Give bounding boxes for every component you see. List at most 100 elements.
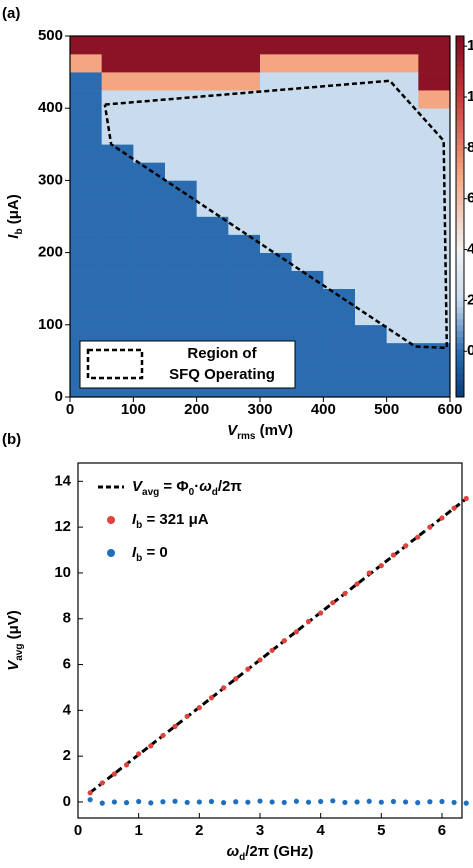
heatmap-cell: [165, 234, 197, 253]
heatmap-cell: [133, 54, 166, 73]
heatmap-cell: [133, 126, 166, 145]
heatmap-cell: [386, 72, 419, 91]
x-tick-label: 300: [247, 401, 272, 418]
heatmap-cell: [386, 144, 419, 163]
x-tick-label: 3: [256, 822, 264, 839]
heatmap-cell: [260, 144, 292, 163]
heatmap-cell: [355, 90, 387, 109]
text-part: I: [132, 511, 137, 528]
heatmap-cell: [70, 234, 102, 253]
heatmap-cell: [70, 54, 102, 73]
data-point: [378, 563, 384, 569]
heatmap-cell: [101, 54, 134, 73]
colorbar-slice: [456, 258, 464, 266]
colorbar-slice: [456, 48, 464, 55]
text-part: /2π (GHz): [245, 843, 313, 860]
heatmap-cell: [355, 234, 387, 253]
heatmap-cell: [165, 288, 197, 308]
x-tick-label: 4: [316, 822, 325, 839]
heatmap-cell: [133, 198, 166, 217]
heatmap-cell: [355, 288, 387, 308]
heatmap-cell: [355, 108, 387, 127]
y-tick-label: 14: [54, 472, 71, 489]
colorbar-slice: [456, 66, 464, 73]
heatmap-cell: [418, 72, 451, 91]
data-point: [136, 751, 142, 757]
data-point: [148, 743, 154, 749]
data-point: [111, 771, 117, 777]
text-part: = 0: [142, 544, 167, 561]
heatmap-cell: [291, 378, 324, 398]
legend-label: Region of: [187, 345, 257, 362]
y-tick-label: 500: [38, 27, 63, 44]
text-part: I: [132, 544, 137, 561]
colorbar-slice: [456, 102, 464, 109]
heatmap-cell: [291, 162, 324, 181]
data-point: [390, 552, 397, 558]
data-point: [111, 799, 117, 805]
text-part: V: [132, 478, 144, 495]
colorbar-slice: [456, 318, 464, 326]
heatmap-cell: [386, 126, 419, 145]
y-tick-label: 4: [63, 701, 72, 718]
heatmap-cell: [101, 198, 134, 217]
data-point: [366, 798, 372, 804]
text-part: V: [227, 422, 239, 439]
heatmap-cell: [323, 288, 356, 308]
colorbar-slice: [456, 270, 464, 278]
colorbar-slice: [456, 216, 464, 224]
colorbar-slice: [456, 54, 464, 61]
text-part: ·: [194, 478, 199, 495]
colorbar-slice: [456, 138, 464, 145]
x-tick-label: 6: [438, 822, 446, 839]
data-point: [305, 618, 312, 625]
heatmap-cell: [323, 342, 356, 362]
panel-label: (a): [2, 5, 20, 22]
heatmap-cell: [386, 216, 419, 235]
heatmap-cell: [418, 342, 451, 362]
x-tick-label: 400: [311, 401, 336, 418]
heatmap-cell: [70, 252, 102, 271]
text-part: avg: [14, 644, 25, 661]
data-point: [354, 799, 360, 805]
region-outline: [103, 79, 449, 350]
colorbar-slice: [456, 72, 464, 79]
colorbar-tick-label: 0: [467, 342, 473, 359]
heatmap-cell: [70, 144, 102, 163]
heatmap-cell: [228, 234, 261, 253]
heatmap-cell: [323, 234, 356, 253]
heatmap-cell: [165, 324, 197, 344]
heatmap-cell: [386, 108, 419, 127]
data-point: [136, 798, 142, 805]
heatmap-cell: [355, 36, 387, 55]
heatmap-cell: [196, 234, 229, 253]
heatmap-cell: [323, 270, 356, 289]
heatmap-cell: [70, 324, 102, 344]
heatmap-cell: [386, 360, 419, 380]
heatmap-cell: [133, 144, 166, 163]
heatmap-cell: [418, 234, 451, 253]
data-point: [439, 798, 445, 805]
heatmap-cell: [165, 144, 197, 163]
heatmap-cell: [323, 126, 356, 145]
text-part: /2π: [218, 478, 243, 495]
colorbar-slice: [456, 96, 464, 103]
text-part: b: [136, 553, 142, 564]
heatmap-cell: [355, 252, 387, 271]
heatmap-cell: [291, 126, 324, 145]
heatmap-cell: [418, 216, 451, 235]
y-tick-label: 100: [38, 316, 63, 333]
heatmap-cell: [323, 360, 356, 380]
x-tick-label: 500: [374, 401, 399, 418]
data-point: [378, 799, 384, 805]
heatmap-cell: [70, 306, 102, 326]
text-part: d: [212, 487, 218, 498]
heatmap-cell: [101, 36, 134, 55]
colorbar-slice: [456, 192, 464, 199]
heatmap-cell: [291, 234, 324, 253]
colorbar-slice: [456, 360, 464, 368]
data-point: [184, 799, 190, 806]
heatmap-cell: [418, 288, 451, 308]
data-point: [233, 799, 239, 805]
heatmap-cell: [196, 180, 229, 199]
